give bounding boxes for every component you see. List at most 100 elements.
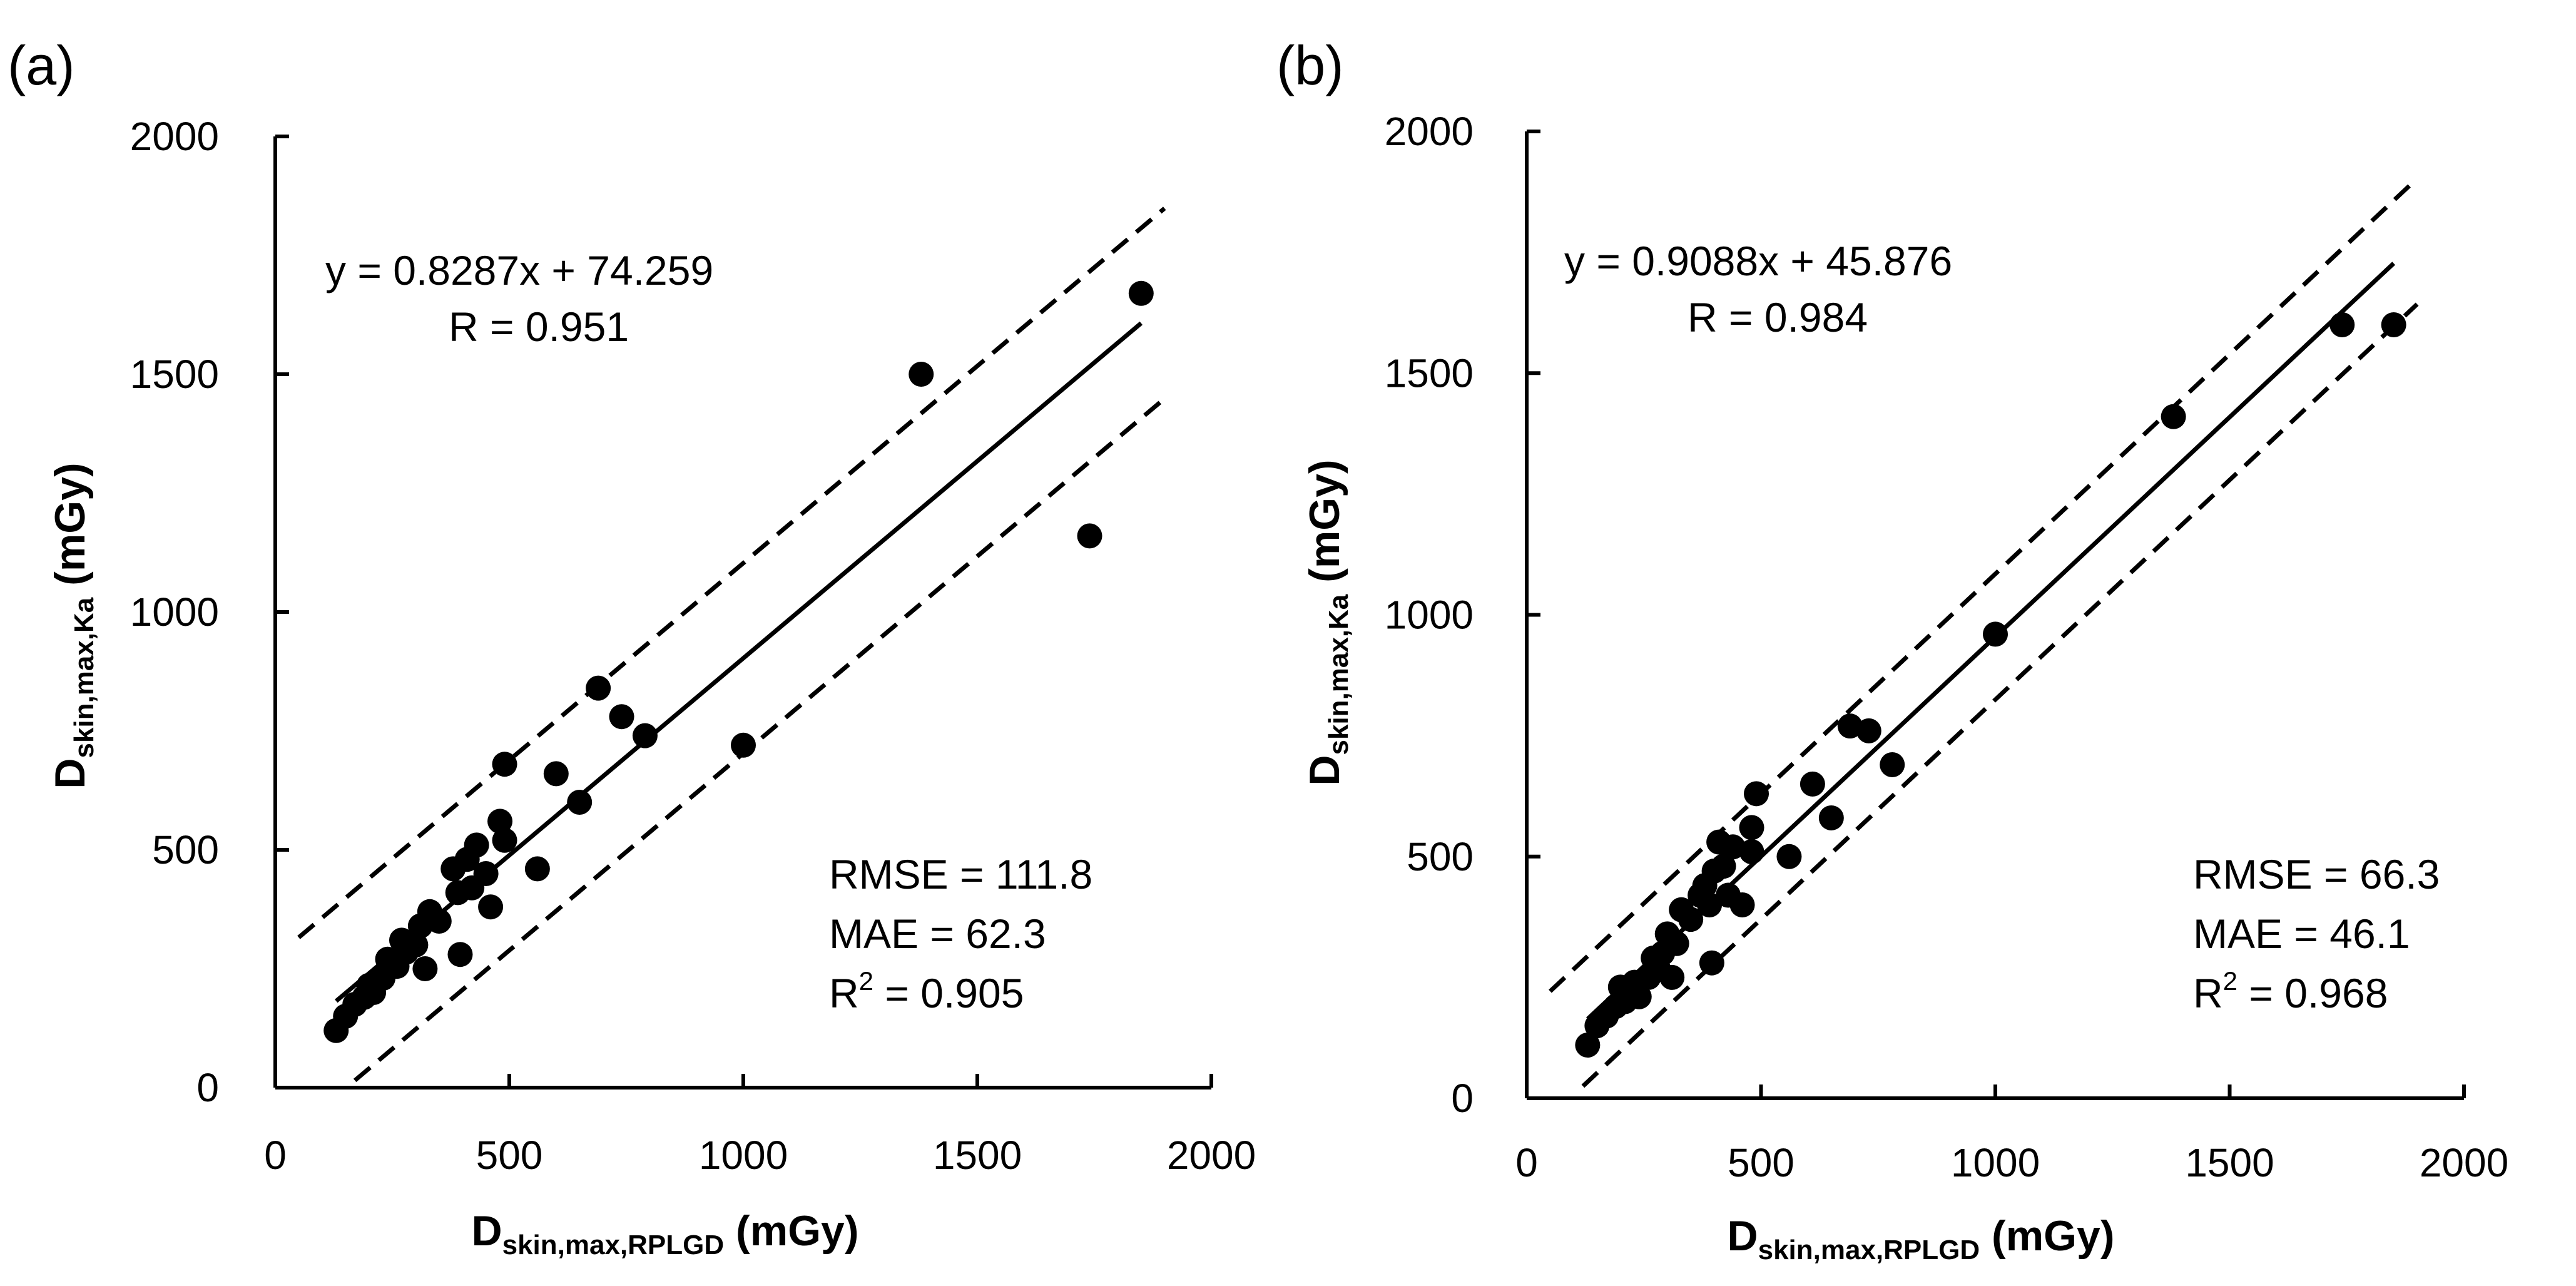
panel-b: (b) 0 500 1000 1500 2000 0 500 1000 1500… [1276, 34, 2508, 1265]
y-axis-label-sub: skin,max,Ka [69, 597, 99, 758]
data-point [1800, 771, 1825, 797]
mae-label: MAE = 62.3 [829, 911, 1046, 957]
panel-a: (a) 0 500 1000 1500 2000 0 500 1000 1500… [8, 34, 1256, 1260]
r-squared-prefix: R [829, 970, 859, 1016]
plot-area [1525, 130, 2466, 1100]
x-axis-label-sub: skin,max,RPLGD [502, 1230, 725, 1260]
band-line-upper [1549, 176, 2419, 993]
x-tick-label: 0 [1515, 1140, 1538, 1185]
x-axis-label-sub: skin,max,RPLGD [1758, 1235, 1980, 1265]
data-point [1744, 781, 1769, 807]
data-point [492, 752, 517, 777]
data-point [1128, 280, 1154, 306]
y-tick-label: 500 [1407, 834, 1474, 879]
data-point [1664, 931, 1689, 956]
data-point [1776, 844, 1802, 869]
x-axis-label-main: D [1727, 1212, 1758, 1260]
x-axis-label-unit: (mGy) [1980, 1212, 2114, 1260]
y-tick-label: 1500 [130, 352, 219, 397]
data-point [478, 894, 504, 920]
data-point [909, 362, 934, 387]
x-tick-label: 1500 [933, 1133, 1022, 1178]
r-squared-superscript: 2 [859, 966, 873, 996]
data-point [731, 732, 756, 758]
y-tick-label: 1000 [130, 589, 219, 635]
x-axis-label-main: D [471, 1207, 502, 1255]
data-point [543, 761, 569, 787]
r-squared-value: = 0.905 [873, 970, 1024, 1016]
data-point [1720, 834, 1746, 860]
data-point [2381, 312, 2406, 337]
plot-area [273, 135, 1213, 1090]
data-point [1575, 1033, 1601, 1058]
panel-label: (b) [1276, 34, 1344, 96]
r-squared-prefix: R [2193, 970, 2223, 1016]
data-point [632, 723, 658, 748]
data-point [567, 790, 593, 815]
x-axis-label: Dskin,max,RPLGD (mGy) [1727, 1212, 2114, 1265]
x-tick-labels: 0 500 1000 1500 2000 [1515, 1140, 2508, 1185]
x-tick-label: 0 [264, 1133, 287, 1178]
mae-label: MAE = 46.1 [2193, 911, 2410, 957]
data-point [426, 909, 452, 934]
data-point [586, 675, 611, 701]
x-tick-label: 1500 [2185, 1140, 2274, 1185]
x-tick-label: 1000 [1951, 1140, 2040, 1185]
r-squared-label: R2 = 0.905 [829, 966, 1024, 1016]
x-tick-label: 500 [476, 1133, 543, 1178]
data-point [524, 856, 550, 882]
y-axis-label-unit: (mGy) [1301, 459, 1348, 594]
y-tick-label: 500 [152, 827, 219, 872]
r-squared-value: = 0.968 [2237, 970, 2388, 1016]
y-tick-label: 2000 [130, 114, 219, 159]
rmse-label: RMSE = 111.8 [829, 851, 1092, 897]
correlation-coefficient: R = 0.984 [1688, 294, 1868, 340]
data-point [487, 809, 513, 834]
data-point [403, 932, 429, 957]
data-point [1880, 752, 1905, 777]
y-axis-label-main: D [1301, 755, 1348, 786]
y-axis-label-main: D [46, 758, 94, 789]
data-point [1659, 964, 1685, 990]
data-point [1983, 621, 2008, 647]
regression-equation: y = 0.9088x + 45.876 [1564, 238, 1952, 284]
data-point [464, 832, 489, 858]
data-point [1856, 718, 1881, 743]
x-tick-label: 2000 [1167, 1133, 1256, 1178]
y-axis-label-sub: skin,max,Ka [1323, 594, 1354, 755]
y-tick-label: 0 [1451, 1076, 1474, 1121]
data-point [1739, 815, 1764, 840]
data-point [1739, 839, 1764, 865]
regression-equation: y = 0.8287x + 74.259 [325, 247, 713, 293]
y-axis-label: Dskin,max,Ka (mGy) [1301, 459, 1354, 785]
x-tick-label: 500 [1728, 1140, 1795, 1185]
data-point [1729, 892, 1755, 917]
data-point [609, 704, 634, 730]
y-axis-label: Dskin,max,Ka (mGy) [46, 462, 99, 788]
correlation-coefficient: R = 0.951 [449, 304, 629, 350]
data-point [412, 956, 438, 981]
x-tick-label: 2000 [2420, 1140, 2508, 1185]
data-point [1837, 713, 1863, 739]
data-point [1626, 984, 1652, 1009]
data-point [2329, 312, 2355, 337]
y-tick-label: 1500 [1385, 350, 1474, 395]
y-axis-label-unit: (mGy) [46, 462, 94, 597]
band-line-upper [297, 207, 1166, 939]
data-point [2161, 404, 2186, 429]
band-line-lower [353, 397, 1166, 1083]
panel-label: (a) [8, 34, 75, 96]
data-point [473, 861, 499, 886]
data-point [1678, 907, 1704, 932]
y-tick-label: 1000 [1385, 593, 1474, 638]
y-tick-label: 0 [196, 1065, 219, 1110]
data-point [1697, 892, 1723, 917]
y-tick-label: 2000 [1385, 109, 1474, 154]
data-point [1699, 950, 1724, 976]
r-squared-label: R2 = 0.968 [2193, 966, 2388, 1016]
x-tick-label: 1000 [699, 1133, 788, 1178]
r-squared-superscript: 2 [2223, 966, 2237, 996]
data-point [492, 827, 517, 853]
data-point [1711, 854, 1736, 879]
